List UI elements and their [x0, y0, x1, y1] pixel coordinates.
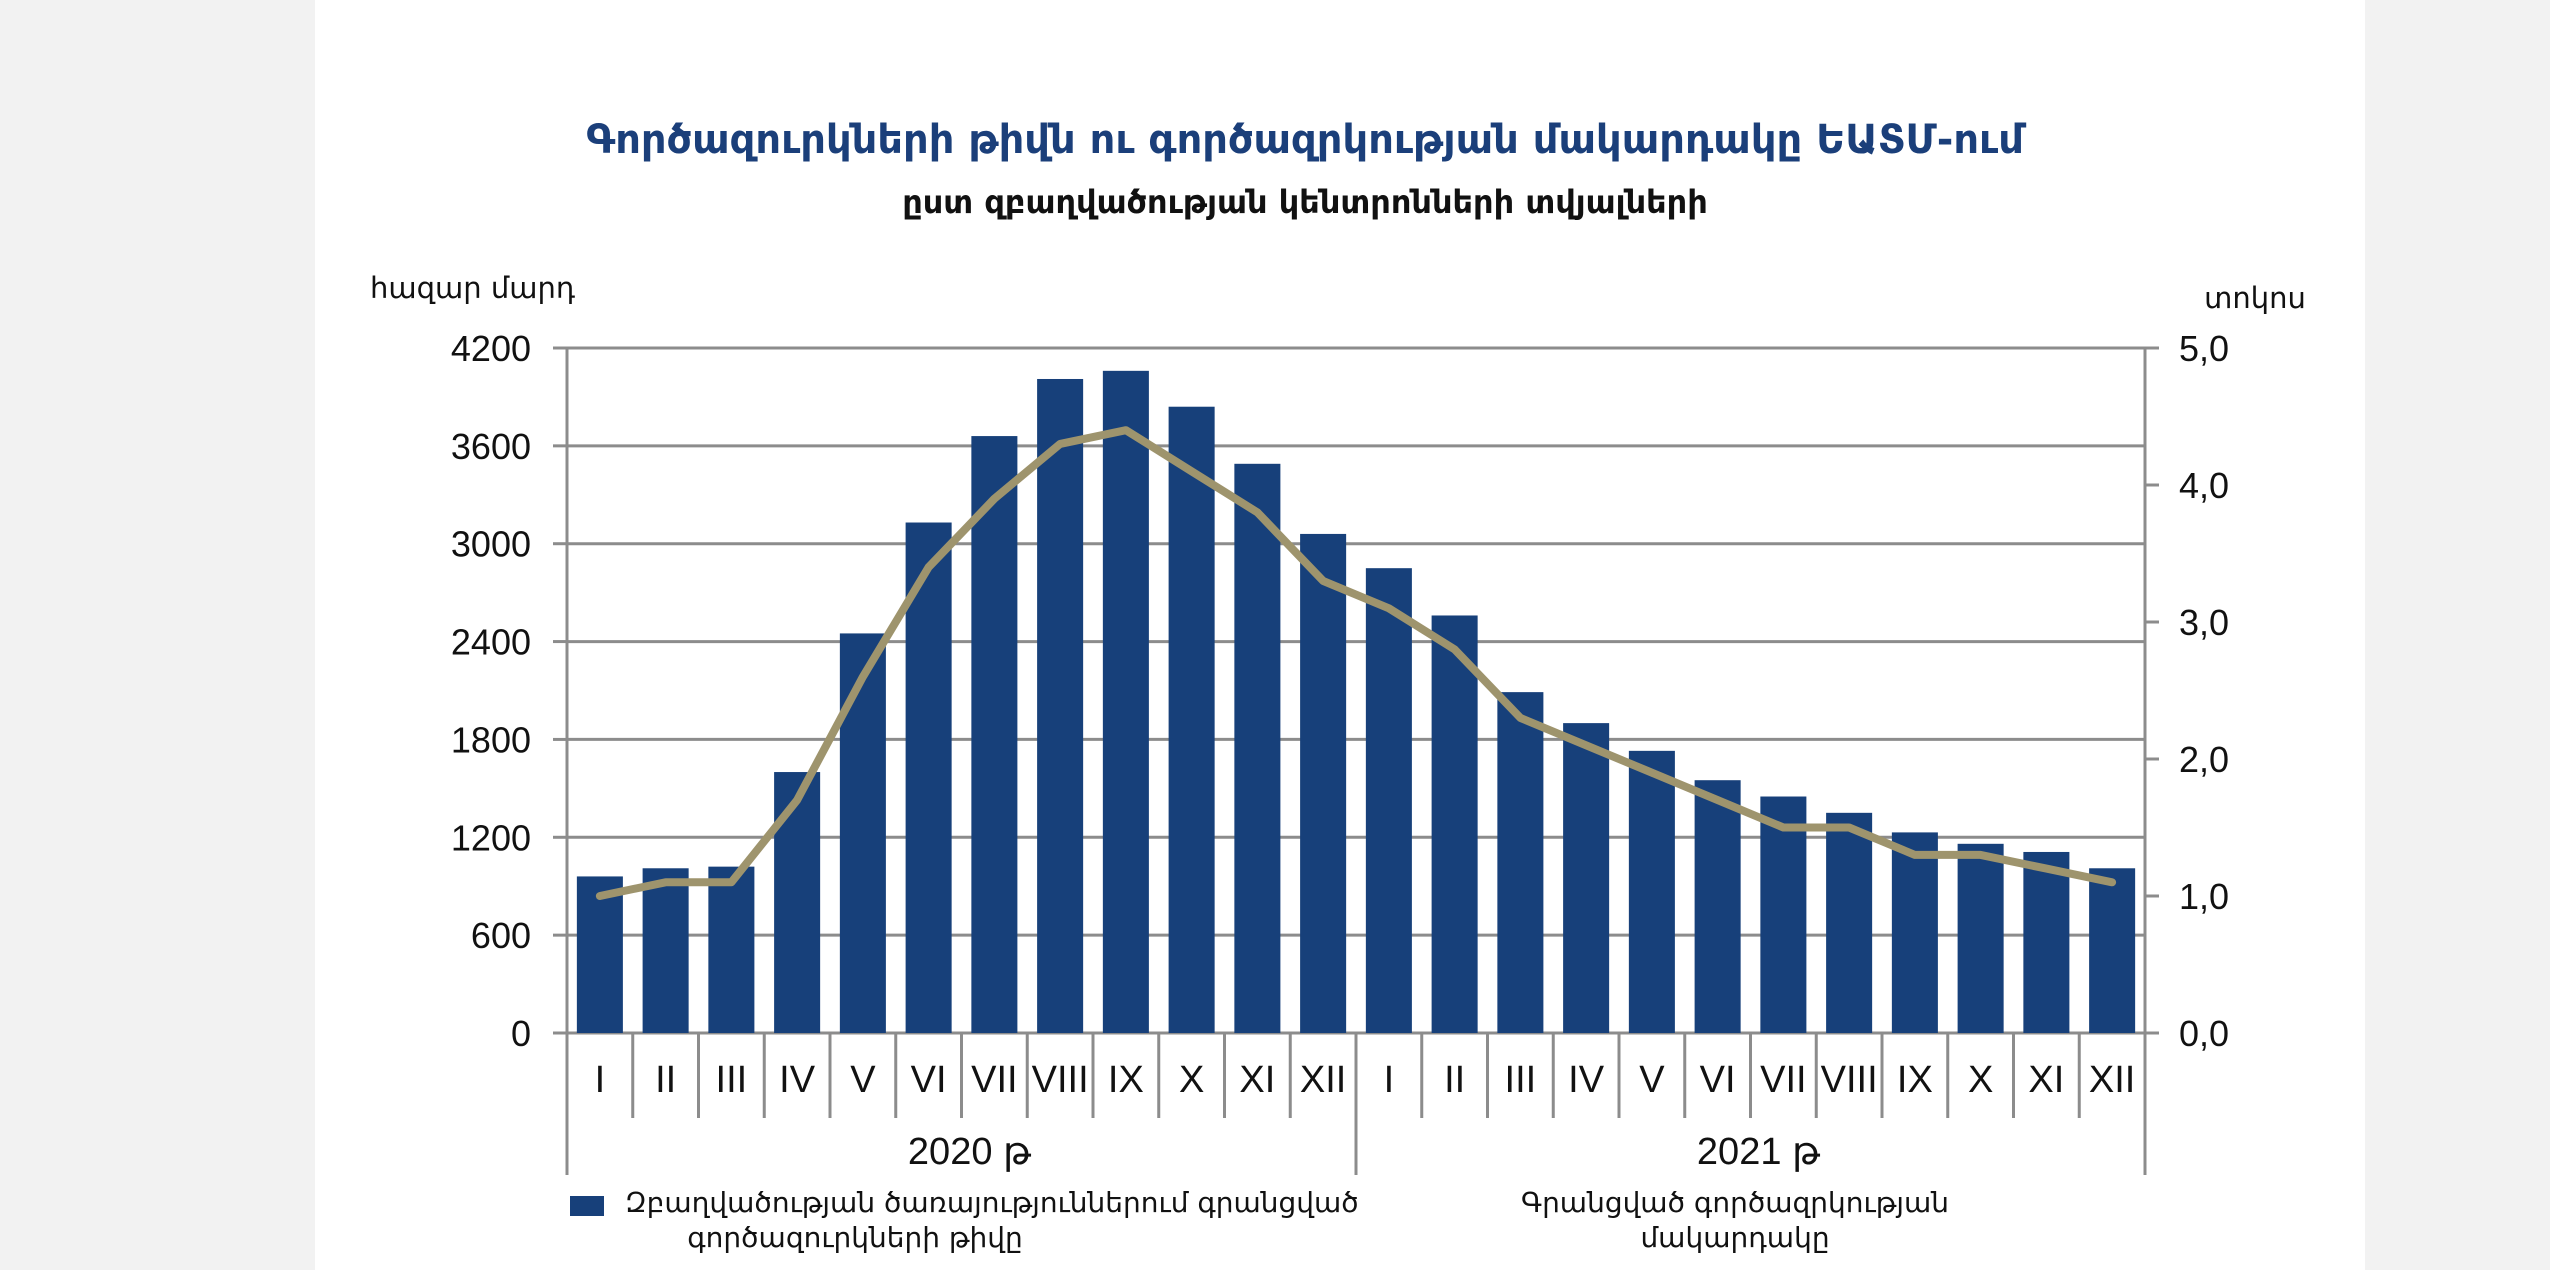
category-label: I	[1384, 1059, 1395, 1101]
right-tick-label: 0,0	[2179, 1013, 2229, 1054]
bar	[1300, 533, 1347, 1033]
bar	[905, 522, 952, 1033]
bar	[1891, 832, 1938, 1033]
bar	[1102, 370, 1149, 1033]
bar	[971, 436, 1018, 1034]
line-series	[595, 426, 2117, 900]
bar	[576, 876, 623, 1033]
line-series-path	[595, 426, 2117, 900]
legend-bar-label: գործազուրկների թիվը	[687, 1221, 1023, 1254]
legend-line-label: Գրանցված գործազրկության	[1521, 1186, 1949, 1219]
bar	[1168, 406, 1215, 1033]
bar	[1826, 812, 1873, 1033]
bar	[1760, 796, 1807, 1033]
bar-series	[576, 370, 2136, 1034]
left-tick-label: 2400	[451, 622, 531, 663]
bar	[1365, 568, 1412, 1033]
legend: Զբաղվածության ծառայություններում գրանցվա…	[570, 1186, 1949, 1254]
legend-line-label: մակարդակը	[1640, 1221, 1829, 1254]
left-tick-label: 1800	[451, 719, 531, 760]
bar	[839, 633, 886, 1033]
left-tick-label: 3000	[451, 524, 531, 565]
legend-bar-label: Զբաղվածության ծառայություններում գրանցվա…	[625, 1186, 1359, 1219]
right-tick-label: 2,0	[2179, 739, 2229, 780]
category-label: XI	[2028, 1059, 2064, 1101]
category-label: VIII	[1821, 1059, 1878, 1101]
bar	[642, 868, 689, 1033]
category-label: XI	[1239, 1059, 1275, 1101]
category-label: XII	[1300, 1059, 1346, 1101]
right-tick-label: 5,0	[2179, 328, 2229, 369]
category-label: IX	[1108, 1059, 1144, 1101]
bar	[2089, 868, 2136, 1033]
left-tick-label: 0	[511, 1013, 531, 1054]
right-tick-label: 1,0	[2179, 876, 2229, 917]
axes: 0 600 1200 1800 2400 3000 3600 4200 0,0 1,0 2,0 3,0…	[451, 328, 2229, 1175]
category-label: X	[1968, 1059, 1993, 1101]
bar	[1497, 692, 1544, 1033]
category-label: II	[655, 1059, 676, 1101]
bar	[1234, 463, 1281, 1033]
year-group-label: 2021 թ	[1697, 1131, 1821, 1173]
legend-bar-swatch	[570, 1196, 604, 1216]
right-axis-unit: տոկոս	[2204, 281, 2306, 315]
category-label: IV	[1568, 1059, 1605, 1101]
bar	[708, 866, 755, 1033]
category-label: III	[716, 1059, 748, 1101]
chart-page: Գործազուրկների թիվն ու գործազրկության մա…	[315, 0, 2365, 1270]
bar	[1431, 615, 1478, 1033]
category-label: I	[595, 1059, 606, 1101]
category-label: II	[1444, 1059, 1465, 1101]
category-label: VI	[911, 1059, 947, 1101]
category-label: VII	[971, 1059, 1017, 1101]
category-label: X	[1179, 1059, 1204, 1101]
category-label: VIII	[1032, 1059, 1089, 1101]
bar	[1563, 723, 1610, 1033]
category-label: VI	[1700, 1059, 1736, 1101]
left-tick-label: 4200	[451, 328, 531, 369]
left-axis-unit: հազար մարդ	[370, 271, 575, 305]
bar	[1694, 780, 1741, 1033]
category-label: XII	[2089, 1059, 2135, 1101]
right-tick-label: 4,0	[2179, 465, 2229, 506]
bar	[774, 772, 821, 1033]
right-tick-label: 3,0	[2179, 602, 2229, 643]
category-label: III	[1505, 1059, 1537, 1101]
category-label: V	[1639, 1059, 1665, 1101]
chart: Գործազուրկների թիվն ու գործազրկության մա…	[370, 117, 2306, 1254]
chart-title: Գործազուրկների թիվն ու գործազրկության մա…	[586, 117, 2026, 163]
bar	[1628, 750, 1675, 1033]
bar	[1957, 843, 2004, 1033]
bar	[2023, 851, 2070, 1033]
bar	[1037, 378, 1084, 1033]
category-label: V	[850, 1059, 876, 1101]
category-label: IV	[779, 1059, 816, 1101]
year-group-label: 2020 թ	[908, 1131, 1032, 1173]
left-tick-label: 3600	[451, 426, 531, 467]
chart-subtitle: ըստ զբաղվածության կենտրոնների տվյալների	[902, 183, 1708, 221]
category-label: VII	[1760, 1059, 1806, 1101]
left-tick-label: 1200	[451, 817, 531, 858]
left-tick-label: 600	[471, 915, 531, 956]
category-label: IX	[1897, 1059, 1933, 1101]
